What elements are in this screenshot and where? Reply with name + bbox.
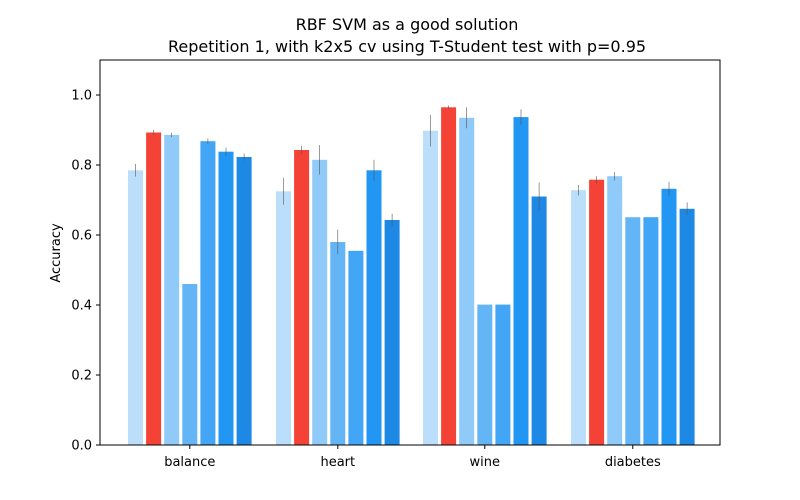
- y-tick-label: 0.6: [71, 229, 92, 244]
- x-tick-label: balance: [164, 455, 215, 470]
- x-tick-label: diabetes: [605, 455, 661, 470]
- y-tick-label: 0.4: [71, 299, 92, 314]
- y-tick-label: 1.0: [71, 89, 92, 104]
- plot-frame: [99, 59, 721, 446]
- bar: [571, 190, 586, 445]
- bar: [441, 107, 457, 446]
- bar: [643, 217, 659, 445]
- y-tick-label: 0.0: [71, 439, 92, 454]
- bar: [625, 217, 641, 445]
- x-tick-label: heart: [320, 455, 355, 470]
- bar: [294, 150, 310, 445]
- bar: [423, 130, 438, 445]
- bar: [200, 141, 216, 445]
- bar: [182, 284, 198, 445]
- bar: [236, 157, 252, 445]
- y-axis-label: Accuracy: [49, 223, 64, 283]
- bar: [330, 242, 346, 445]
- y-tick-label: 0.8: [71, 159, 92, 174]
- ticks-layer: balance heart wine diabetes 0.0 0.2 0.4 0.6 0.8 1…: [71, 89, 661, 471]
- bars-layer: [128, 107, 695, 446]
- bar: [477, 304, 493, 445]
- chart-title: RBF SVM as a good solution: [296, 15, 519, 34]
- bar: [513, 117, 529, 445]
- x-tick-label: wine: [470, 455, 500, 470]
- bar: [128, 170, 143, 446]
- bar: [679, 208, 695, 446]
- bar: [607, 176, 623, 445]
- bar: [164, 134, 180, 445]
- bar: [589, 179, 605, 445]
- bar: [312, 159, 328, 446]
- bar: [459, 117, 475, 446]
- bar: [366, 170, 382, 446]
- bar: [218, 151, 234, 445]
- bar: [531, 196, 547, 445]
- bar: [276, 191, 291, 446]
- y-tick-label: 0.2: [71, 369, 92, 384]
- chart-subtitle: Repetition 1, with k2x5 cv using T-Stude…: [168, 37, 646, 56]
- bar: [661, 188, 677, 446]
- bar: [384, 220, 400, 445]
- error-bars-layer: [135, 105, 688, 255]
- bar: [495, 304, 511, 445]
- bar: [348, 250, 364, 446]
- bar: [146, 132, 162, 445]
